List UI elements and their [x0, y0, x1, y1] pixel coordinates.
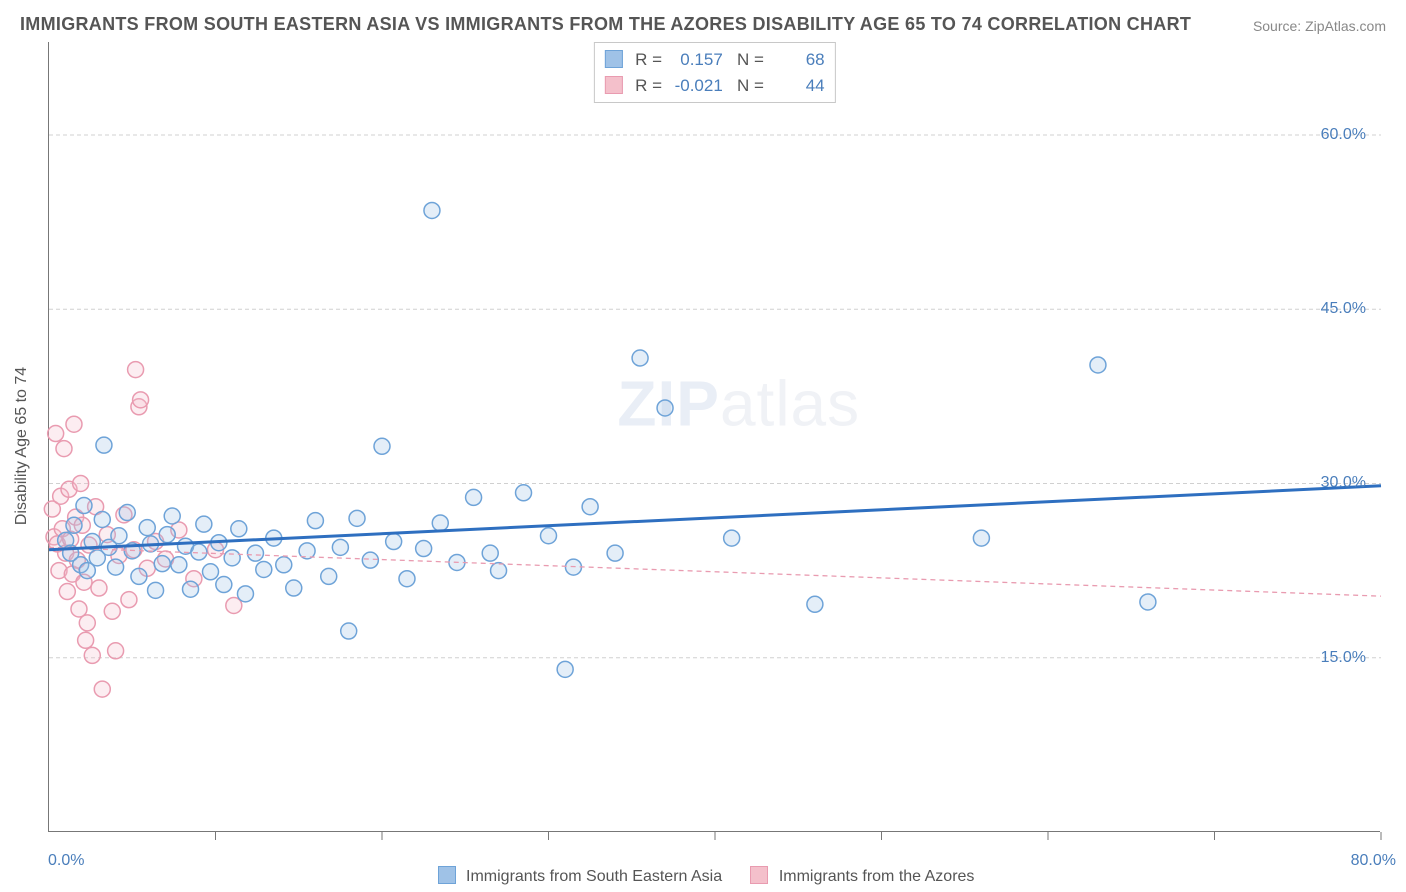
chart-area: ZIPatlas R = 0.157 N = 68 R = -0.021 N =… — [48, 42, 1380, 832]
source-label: Source: ZipAtlas.com — [1253, 18, 1386, 34]
y-tick-label: 60.0% — [1321, 126, 1366, 144]
y-tick-label: 15.0% — [1321, 649, 1366, 667]
chart-title: IMMIGRANTS FROM SOUTH EASTERN ASIA VS IM… — [20, 14, 1191, 35]
y-tick-label: 30.0% — [1321, 474, 1366, 492]
legend-swatch-icon — [438, 866, 456, 884]
y-axis-label: Disability Age 65 to 74 — [13, 367, 31, 525]
legend-swatch-icon — [750, 866, 768, 884]
y-tick-label: 45.0% — [1321, 300, 1366, 318]
scatter-plot — [49, 42, 1380, 831]
bottom-legend: Immigrants from South Eastern Asia Immig… — [0, 866, 1406, 886]
legend-label: Immigrants from the Azores — [779, 868, 975, 885]
legend-label: Immigrants from South Eastern Asia — [466, 868, 722, 885]
